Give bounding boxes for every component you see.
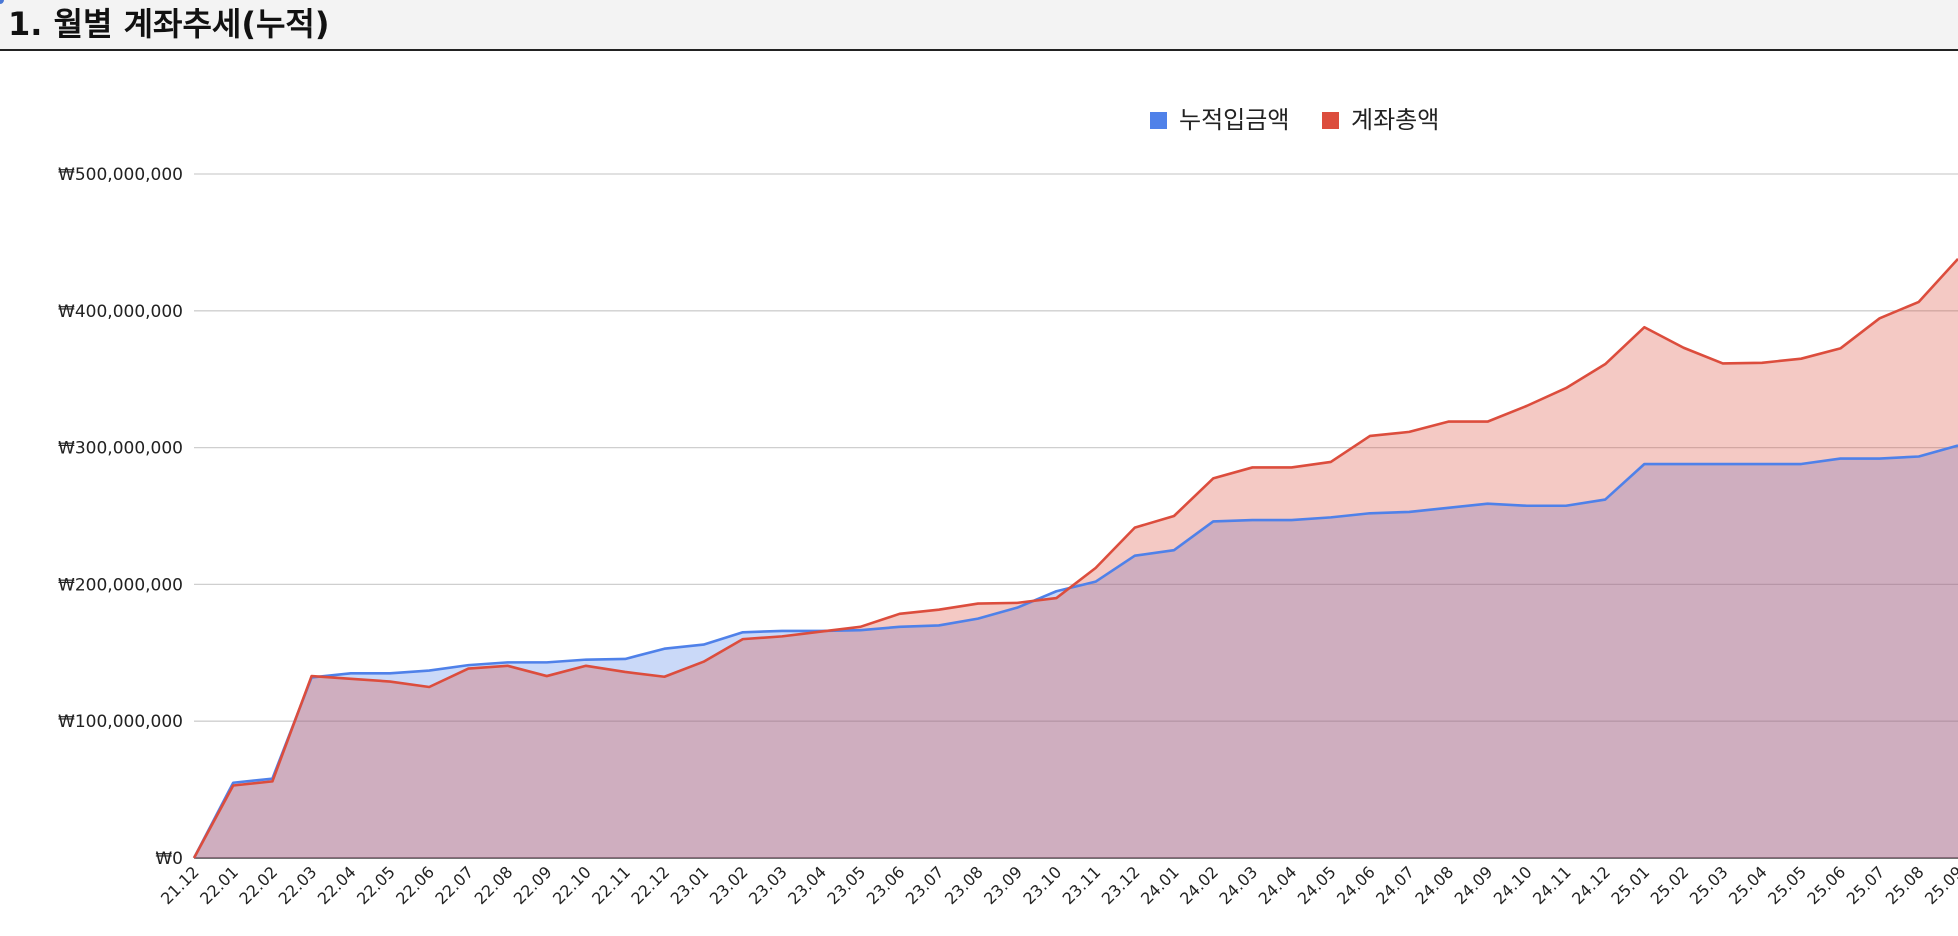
x-tick-label: 23.03 <box>745 862 791 908</box>
x-tick-label: 24.07 <box>1372 862 1418 908</box>
x-tick-label: 23.08 <box>941 862 987 908</box>
legend-label-1: 계좌총액 <box>1351 106 1439 134</box>
y-tick-label: ₩500,000,000 <box>58 165 183 185</box>
x-tick-label: 24.05 <box>1294 862 1340 908</box>
selection-handle-icon <box>0 0 4 4</box>
x-tick-label: 23.02 <box>706 862 752 908</box>
x-tick-label: 22.07 <box>431 862 477 908</box>
legend-swatch-0 <box>1150 112 1167 129</box>
series-area-1 <box>194 258 1958 858</box>
x-tick-label: 22.12 <box>627 862 673 908</box>
x-tick-label: 23.09 <box>980 862 1026 908</box>
y-tick-label: ₩300,000,000 <box>58 439 183 459</box>
x-tick-label: 25.03 <box>1686 862 1732 908</box>
x-tick-label: 24.11 <box>1529 862 1575 908</box>
section-header: 1. 월별 계좌추세(누적) <box>0 0 1958 51</box>
x-tick-label: 25.08 <box>1882 862 1928 908</box>
x-tick-label: 24.02 <box>1176 862 1222 908</box>
legend: 누적입금액 계좌총액 <box>1150 106 1439 134</box>
x-tick-label: 23.06 <box>863 862 909 908</box>
x-tick-label: 25.02 <box>1647 862 1693 908</box>
x-tick-label: 23.12 <box>1098 862 1144 908</box>
x-tick-label: 22.09 <box>510 862 556 908</box>
x-axis-ticks: 21.1222.0122.0222.0322.0422.0522.0622.07… <box>157 862 1958 908</box>
legend-label-0: 누적입금액 <box>1179 106 1289 134</box>
page-title: 1. 월별 계좌추세(누적) <box>8 5 330 43</box>
y-tick-label: ₩200,000,000 <box>58 575 183 595</box>
x-tick-label: 25.04 <box>1725 862 1771 908</box>
x-tick-label: 22.05 <box>353 862 399 908</box>
x-tick-label: 25.06 <box>1803 862 1849 908</box>
legend-swatch-1 <box>1322 112 1339 129</box>
series-area-0 <box>194 445 1958 858</box>
x-tick-label: 25.09 <box>1921 862 1958 908</box>
x-tick-label: 24.12 <box>1568 862 1614 908</box>
x-tick-label: 23.07 <box>902 862 948 908</box>
x-tick-label: 22.11 <box>588 862 634 908</box>
x-tick-label: 24.08 <box>1411 862 1457 908</box>
area-chart: ₩0 ₩100,000,000 ₩200,000,000 ₩300,000,000 ₩4… <box>58 106 1958 908</box>
x-tick-label: 22.02 <box>235 862 281 908</box>
x-tick-label: 24.01 <box>1137 862 1183 908</box>
x-tick-label: 23.05 <box>823 862 869 908</box>
x-tick-label: 24.03 <box>1215 862 1261 908</box>
x-tick-label: 22.08 <box>471 862 517 908</box>
x-tick-label: 23.01 <box>667 862 713 908</box>
y-tick-label: ₩0 <box>155 849 183 869</box>
y-tick-label: ₩400,000,000 <box>58 302 183 322</box>
x-tick-label: 24.04 <box>1255 862 1301 908</box>
series-line-1 <box>192 257 1958 859</box>
x-tick-label: 24.09 <box>1451 862 1497 908</box>
x-tick-label: 21.12 <box>157 862 203 908</box>
x-tick-label: 22.04 <box>314 862 360 908</box>
x-tick-label: 23.11 <box>1059 862 1105 908</box>
x-tick-label: 25.01 <box>1607 862 1653 908</box>
x-tick-label: 23.10 <box>1019 862 1065 908</box>
x-tick-label: 24.10 <box>1490 862 1536 908</box>
x-tick-label: 22.06 <box>392 862 438 908</box>
y-axis-ticks: ₩0 ₩100,000,000 ₩200,000,000 ₩300,000,000 ₩4… <box>58 165 183 869</box>
series-line-0 <box>192 444 1958 859</box>
series-areas <box>194 258 1958 858</box>
series-lines <box>192 257 1958 859</box>
x-tick-label: 25.05 <box>1764 862 1810 908</box>
x-tick-label: 25.07 <box>1843 862 1889 908</box>
x-tick-label: 22.03 <box>275 862 321 908</box>
y-tick-label: ₩100,000,000 <box>58 712 183 732</box>
x-tick-label: 24.06 <box>1333 862 1379 908</box>
x-tick-label: 22.10 <box>549 862 595 908</box>
x-tick-label: 22.01 <box>196 862 242 908</box>
x-tick-label: 23.04 <box>784 862 830 908</box>
